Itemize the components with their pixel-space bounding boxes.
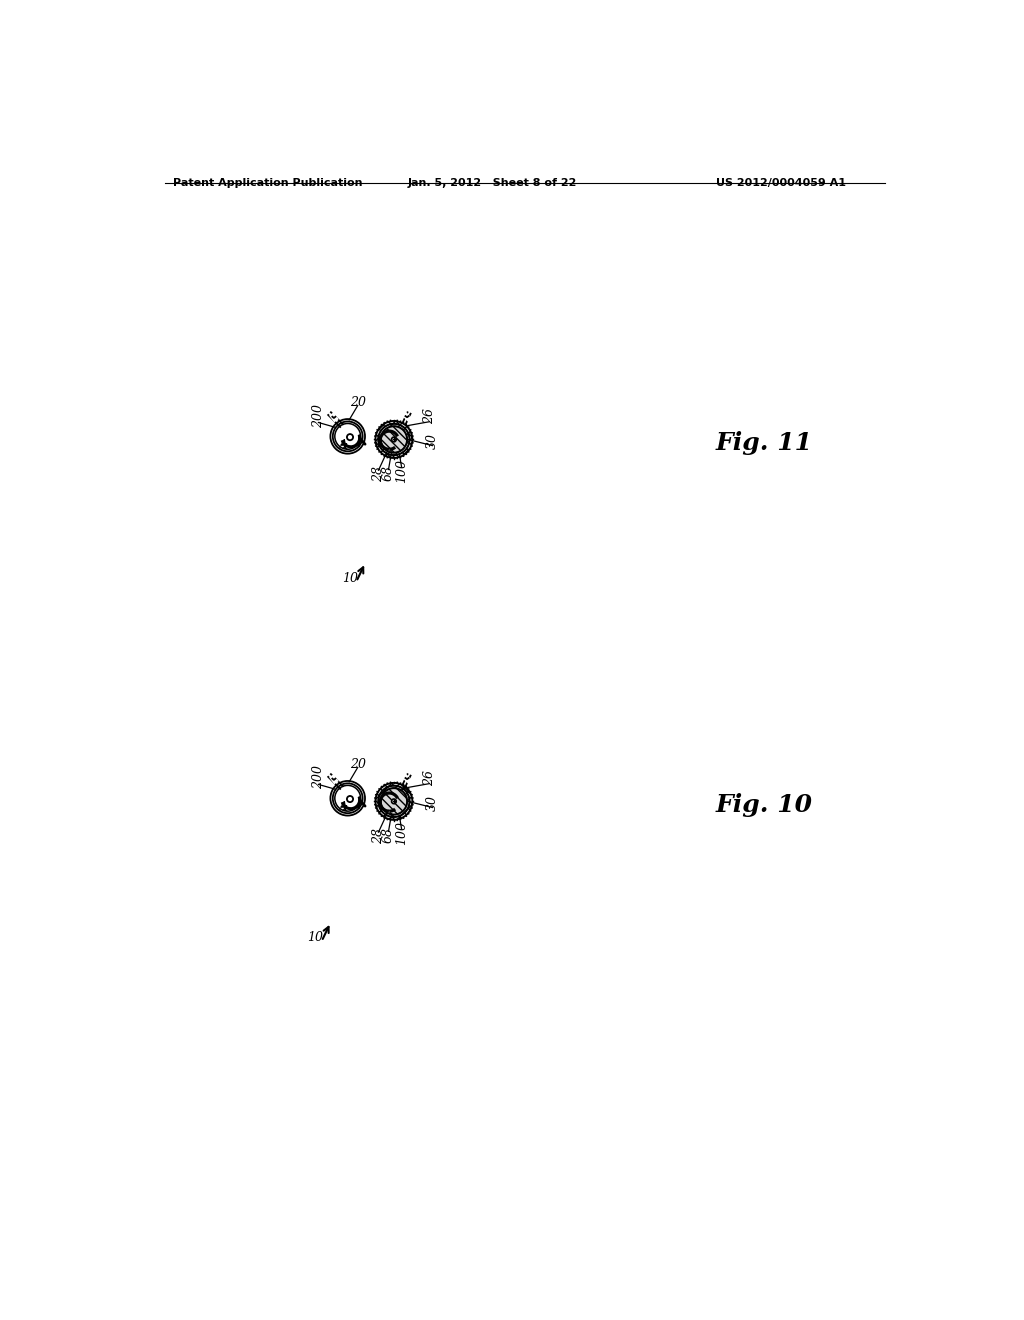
Text: Fig. 10: Fig. 10 [716, 793, 813, 817]
Text: 30: 30 [426, 795, 439, 810]
Text: 28: 28 [372, 828, 385, 843]
Text: 28: 28 [372, 466, 385, 482]
Circle shape [391, 799, 396, 804]
Circle shape [387, 810, 390, 813]
Text: Patent Application Publication: Patent Application Publication [173, 178, 362, 187]
Wedge shape [379, 424, 410, 455]
Circle shape [381, 426, 407, 453]
Circle shape [387, 449, 390, 451]
Text: US 2012/0004059 A1: US 2012/0004059 A1 [716, 178, 846, 187]
Text: 20: 20 [350, 758, 366, 771]
Text: 30: 30 [426, 433, 439, 449]
Circle shape [381, 788, 407, 814]
Text: 26: 26 [423, 408, 436, 424]
Text: 20: 20 [350, 396, 366, 409]
Text: 100: 100 [395, 821, 409, 845]
Text: 68: 68 [382, 828, 395, 843]
Wedge shape [379, 785, 410, 817]
Text: Jan. 5, 2012   Sheet 8 of 22: Jan. 5, 2012 Sheet 8 of 22 [408, 178, 578, 187]
Text: 100: 100 [395, 459, 409, 483]
Text: 10: 10 [342, 572, 358, 585]
Text: A: A [339, 801, 348, 813]
Wedge shape [376, 783, 413, 820]
Circle shape [391, 437, 396, 442]
Text: 200: 200 [312, 766, 325, 789]
Text: A: A [339, 438, 348, 451]
Circle shape [347, 796, 353, 803]
Text: Fig. 11: Fig. 11 [716, 432, 813, 455]
Text: 200: 200 [312, 404, 325, 428]
Wedge shape [376, 421, 413, 458]
Text: 10: 10 [307, 931, 324, 944]
Text: 26: 26 [423, 771, 436, 787]
Circle shape [347, 434, 353, 441]
Text: 68: 68 [382, 466, 395, 482]
